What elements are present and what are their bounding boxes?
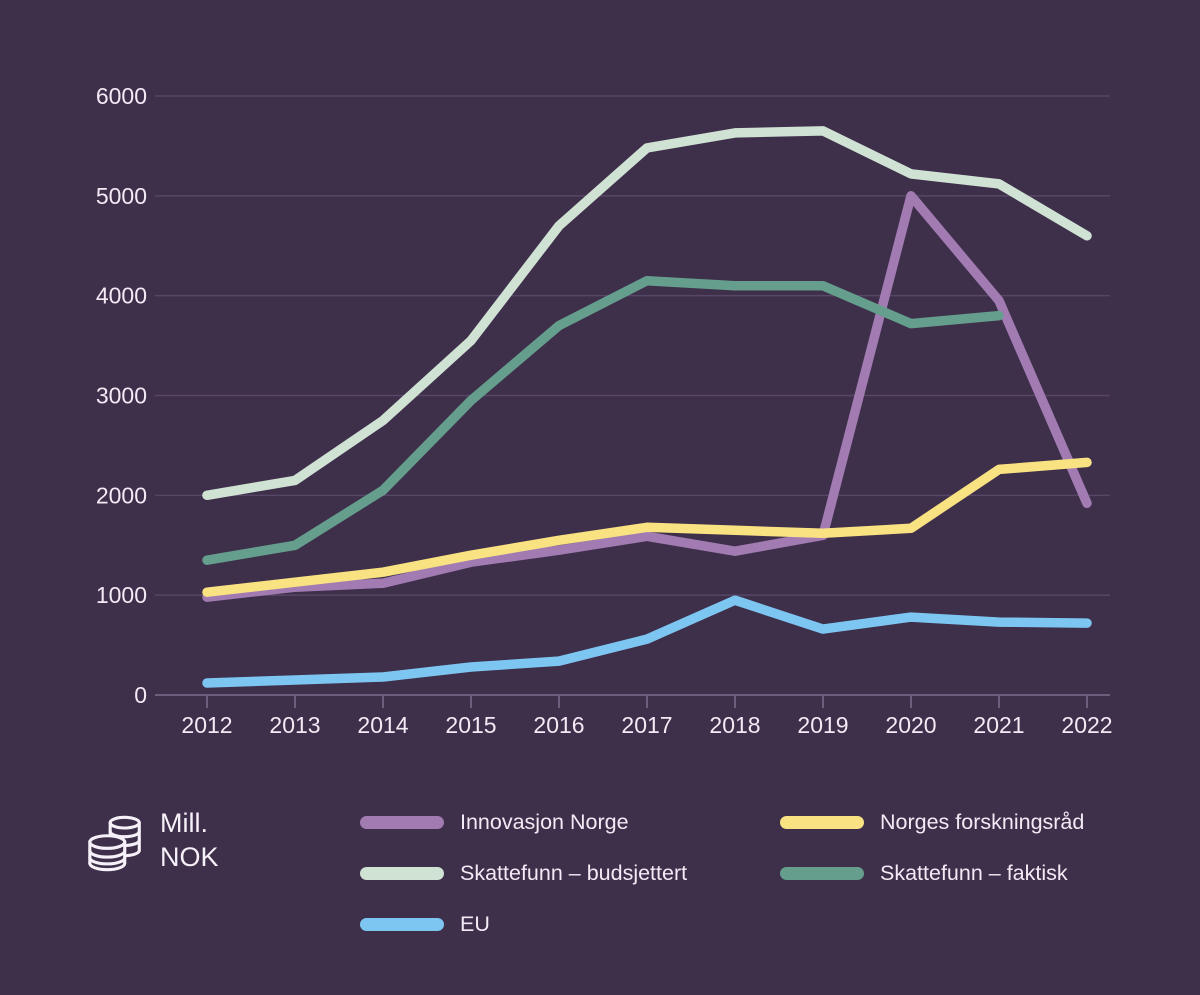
series-line-innovasjon-norge <box>202 191 1092 602</box>
legend-swatch-innovasjon-norge <box>360 815 444 829</box>
unit-line1: Mill. <box>160 808 208 838</box>
coins-icon <box>88 815 141 872</box>
x-axis-label-2012: 2012 <box>181 712 232 738</box>
legend-label-norges-forskningsrad: Norges forskningsråd <box>880 809 1085 834</box>
legend-swatch-eu <box>360 917 444 931</box>
y-axis-label-2000: 2000 <box>96 482 147 508</box>
x-axis-label-2014: 2014 <box>357 712 408 738</box>
y-axis-label-5000: 5000 <box>96 183 147 209</box>
legend-column-2: Norges forskningsråd Skattefunn – faktis… <box>780 810 1084 912</box>
legend-item-skattefunn-budsjettert: Skattefunn – budsjettert <box>360 861 687 885</box>
y-axis-label-0: 0 <box>134 682 147 708</box>
legend-item-skattefunn-faktisk: Skattefunn – faktisk <box>780 861 1084 885</box>
y-axis-label-6000: 6000 <box>96 83 147 109</box>
y-axis-label-4000: 4000 <box>96 283 147 309</box>
series-lines <box>202 126 1092 688</box>
x-axis-label-2019: 2019 <box>797 712 848 738</box>
y-axis-label-3000: 3000 <box>96 383 147 409</box>
x-axis-label-2018: 2018 <box>709 712 760 738</box>
series-line-norges-forskningsr-d <box>202 457 1092 597</box>
x-axis-label-2021: 2021 <box>973 712 1024 738</box>
y-axis-label-1000: 1000 <box>96 582 147 608</box>
x-axis-label-2013: 2013 <box>269 712 320 738</box>
legend-swatch-skattefunn-faktisk <box>780 866 864 880</box>
unit-line2: NOK <box>160 842 219 872</box>
x-axis-label-2022: 2022 <box>1061 712 1112 738</box>
legend-label-skattefunn-faktisk: Skattefunn – faktisk <box>880 860 1068 885</box>
gridlines <box>155 95 1110 696</box>
legend-item-innovasjon-norge: Innovasjon Norge <box>360 810 687 834</box>
x-axis-ticks <box>206 696 1088 708</box>
legend-label-eu: EU <box>460 911 490 936</box>
unit-label: Mill. NOK <box>84 806 219 876</box>
x-axis-label-2017: 2017 <box>621 712 672 738</box>
legend-item-norges-forskningsrad: Norges forskningsråd <box>780 810 1084 834</box>
x-axis-label-2016: 2016 <box>533 712 584 738</box>
x-axis-labels: 2012 2013 2014 2015 2016 2017 2018 2019 2020 2021… <box>181 712 1112 738</box>
x-axis-label-2020: 2020 <box>885 712 936 738</box>
legend-item-eu: EU <box>360 912 687 936</box>
legend-swatch-norges-forskningsrad <box>780 815 864 829</box>
legend-swatch-skattefunn-budsjettert <box>360 866 444 880</box>
legend-column-1: Innovasjon Norge Skattefunn – budsjetter… <box>360 810 687 963</box>
x-axis-label-2015: 2015 <box>445 712 496 738</box>
series-line-eu <box>202 595 1092 688</box>
legend-label-skattefunn-budsjettert: Skattefunn – budsjettert <box>460 860 688 885</box>
legend-label-innovasjon-norge: Innovasjon Norge <box>460 809 629 834</box>
y-axis-labels: 0 1000 2000 3000 4000 5000 6000 <box>96 83 147 708</box>
series-line-skattefunn-faktisk <box>202 275 1004 565</box>
series-line-skattefunn-budsjettert <box>202 126 1092 501</box>
unit-text: Mill. NOK <box>160 806 219 874</box>
